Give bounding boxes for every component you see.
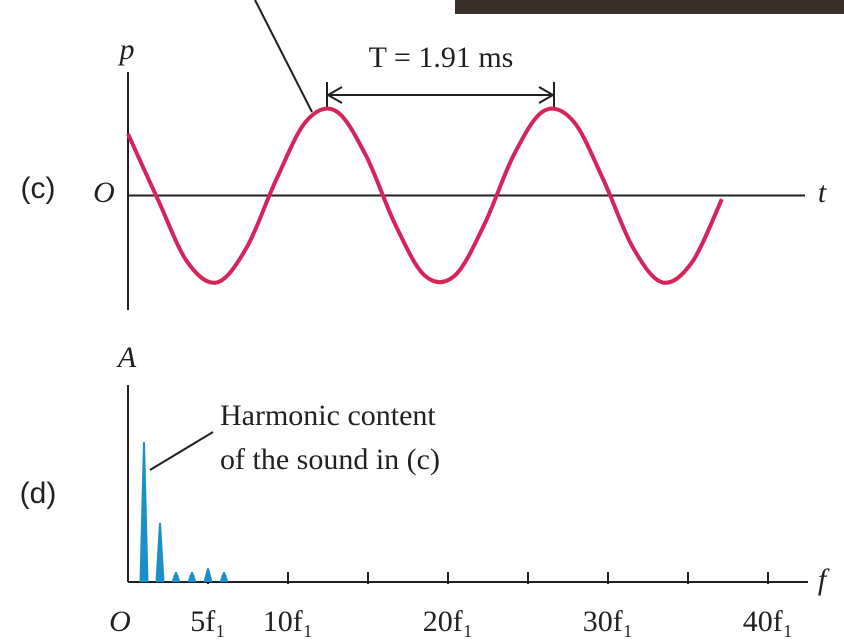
harmonic-spike [187, 572, 197, 582]
harmonic-spike [219, 572, 229, 582]
x-tick-label: 30f₁ [583, 605, 633, 638]
x-tick-label: O [109, 605, 131, 638]
panel-label: (c) [21, 172, 56, 205]
x-tick-label: 10f₁ [263, 605, 313, 638]
period-arrow [325, 82, 556, 108]
waveform [126, 106, 724, 285]
y-axis-label: p [118, 33, 135, 66]
spectrum-annotation: of the sound in (c) [220, 443, 440, 476]
period-annotation: T = 1.91 ms [369, 41, 514, 74]
x-axis-label: f [818, 563, 830, 596]
origin-label: O [93, 176, 115, 209]
y-axis-label: A [116, 341, 137, 374]
leader-line [149, 431, 214, 471]
x-tick-label: 20f₁ [423, 605, 473, 638]
panel-label: (d) [20, 477, 57, 510]
spectrum-annotation: Harmonic content [220, 399, 436, 432]
leader-line [254, 0, 313, 113]
x-tick-label: 5f₁ [190, 605, 225, 638]
harmonic-spike [139, 442, 149, 582]
x-axis-label: t [818, 176, 827, 209]
harmonic-spike [203, 568, 213, 582]
x-tick-label: 40f₁ [743, 605, 793, 638]
harmonic-spike [171, 572, 181, 582]
cropped-photo [455, 0, 844, 14]
harmonic-spike [155, 522, 165, 582]
